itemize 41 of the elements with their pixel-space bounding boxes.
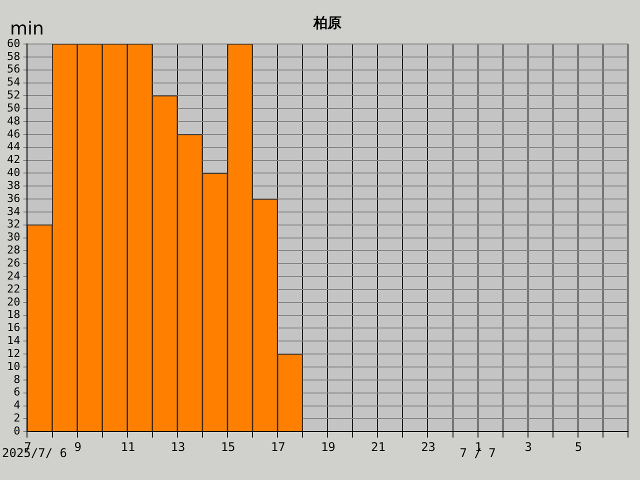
x-tick-label: 13 xyxy=(170,440,186,454)
x-tick-label: 9 xyxy=(74,440,82,454)
y-tick-label: 30 xyxy=(6,230,20,244)
y-tick-label: 26 xyxy=(6,256,20,270)
y-tick-label: 38 xyxy=(6,178,20,192)
y-tick-label: 6 xyxy=(14,386,20,399)
x-tick-label: 5 xyxy=(574,440,582,454)
y-tick-label: 48 xyxy=(6,114,20,128)
y-tick-label: 2 xyxy=(14,412,20,425)
x-tick-label: 17 xyxy=(270,440,286,454)
y-tick-label: 40 xyxy=(6,166,20,180)
y-tick-label: 52 xyxy=(6,88,20,102)
y-tick-label: 22 xyxy=(6,282,20,296)
y-tick-label: 32 xyxy=(6,218,20,231)
x-tick-label: 19 xyxy=(320,440,336,454)
y-tick-label: 58 xyxy=(6,50,20,63)
y-tick-label: 42 xyxy=(6,153,20,166)
chart-title: 柏原 xyxy=(312,16,342,32)
y-tick-label: 34 xyxy=(6,204,21,218)
x-tick-label: 11 xyxy=(120,440,136,454)
y-tick-label: 28 xyxy=(6,244,20,257)
x-tick-label: 3 xyxy=(524,440,532,454)
x-tick-label: 21 xyxy=(370,440,386,454)
y-tick-label: 10 xyxy=(6,360,20,373)
y-tick-label: 56 xyxy=(6,62,20,76)
y-tick-label: 12 xyxy=(6,346,20,360)
y-tick-label: 18 xyxy=(6,308,20,322)
x-tick-label: 23 xyxy=(421,440,436,454)
y-tick-label: 50 xyxy=(6,101,20,114)
y-tick-label: 24 xyxy=(6,269,21,282)
y-tick-label: 46 xyxy=(6,127,20,140)
x-tick-label: 15 xyxy=(220,440,236,454)
y-tick-label: 44 xyxy=(6,140,21,154)
y-tick-label: 8 xyxy=(14,372,20,386)
y-tick-label: 16 xyxy=(6,321,20,334)
y-tick-label: 20 xyxy=(6,295,20,308)
y-tick-label: 36 xyxy=(6,192,20,205)
y-tick-label: 0 xyxy=(14,424,20,438)
y-tick-label: 54 xyxy=(6,76,21,89)
y-tick-label: 14 xyxy=(6,334,21,348)
y-tick-label: 4 xyxy=(14,398,21,412)
